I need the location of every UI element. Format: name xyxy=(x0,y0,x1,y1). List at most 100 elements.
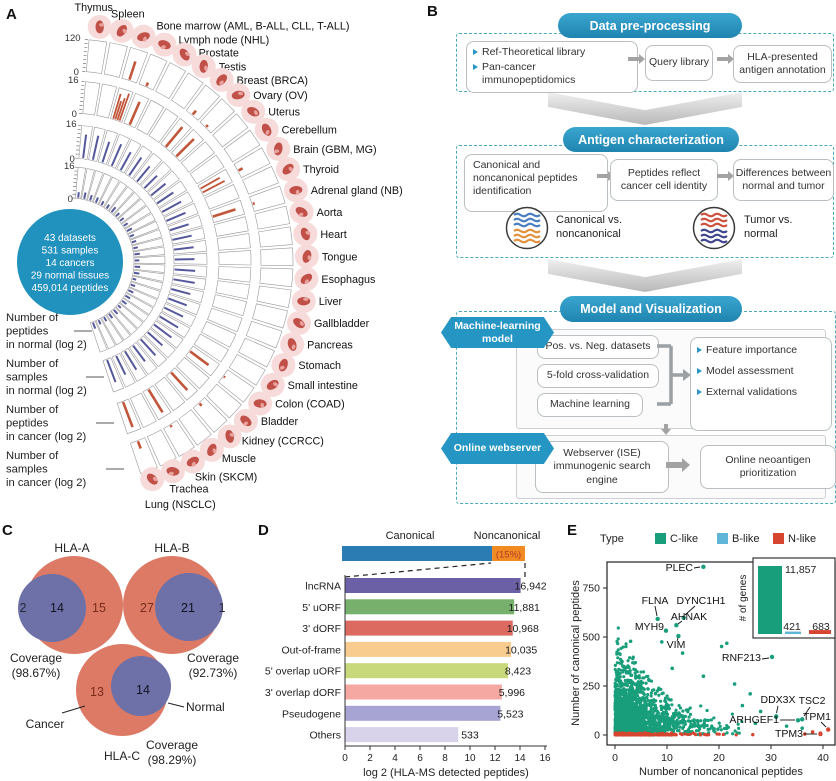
cancer-legend-label: Cancer xyxy=(26,717,65,731)
right-arrow-icon xyxy=(717,174,728,178)
tissue-icon-glyph xyxy=(116,24,127,37)
x-tick-label: 8 xyxy=(442,753,448,764)
data-point xyxy=(647,733,651,737)
ring-sector xyxy=(117,198,147,224)
ring-sector xyxy=(119,297,149,323)
data-point xyxy=(614,678,618,682)
tissue-label: Colon (COAD) xyxy=(275,399,345,411)
tissue-label: Thyroid xyxy=(303,164,339,176)
data-point xyxy=(632,661,636,665)
data-point xyxy=(655,721,659,725)
ring-sector xyxy=(98,176,120,208)
data-point xyxy=(641,727,645,732)
label-line: Canonical vs. xyxy=(556,214,623,226)
ring-sector xyxy=(131,237,164,252)
data-point xyxy=(653,691,657,696)
ring-sector xyxy=(155,62,186,100)
data-point xyxy=(688,732,693,736)
normal-tumor-diff-box: Differences between normal and tumor xyxy=(733,159,834,201)
tissue-icon xyxy=(280,332,305,357)
ring-sector xyxy=(110,307,138,336)
ring-sector xyxy=(148,108,179,143)
data-point xyxy=(671,729,675,733)
data-point xyxy=(628,713,633,717)
data-point xyxy=(725,731,729,735)
tissue-bar xyxy=(91,135,100,160)
data-point xyxy=(613,713,618,717)
ring-sector xyxy=(228,353,266,386)
data-point xyxy=(649,694,653,698)
ring-sector xyxy=(207,307,243,333)
label-line: normal xyxy=(744,228,778,241)
data-point xyxy=(638,686,642,690)
venn-count: 14 xyxy=(50,601,64,615)
tissue-label: Adrenal gland (NB) xyxy=(311,185,403,197)
data-point xyxy=(642,704,646,708)
panel-e-label: E xyxy=(567,522,578,539)
x-tick-label: 6 xyxy=(417,753,423,764)
tissue-icon-glyph xyxy=(288,166,294,172)
data-point xyxy=(664,733,668,737)
tissue-bar xyxy=(173,278,195,284)
value-label: 5,996 xyxy=(499,687,525,699)
tissue-icon-glyph xyxy=(295,206,308,217)
data-point xyxy=(671,732,675,736)
tissue-icon xyxy=(241,99,266,124)
pos-neg-datasets-box: Pos. vs. Neg. datasets xyxy=(537,335,659,359)
tissue-icon xyxy=(260,372,285,397)
data-point xyxy=(694,729,699,733)
ring-sector xyxy=(154,376,186,412)
data-point xyxy=(653,728,657,732)
tissue-bar xyxy=(169,424,173,428)
section-pill-data-preprocessing: Data pre-processing xyxy=(558,13,742,38)
data-point xyxy=(654,714,659,718)
peptides-identification-box: Canonical and noncanonical peptides iden… xyxy=(464,154,608,212)
category-bar xyxy=(345,727,459,743)
inset-bar xyxy=(809,630,831,634)
data-point xyxy=(615,688,620,692)
data-point xyxy=(699,719,703,723)
data-point xyxy=(617,691,621,695)
data-point xyxy=(681,721,685,725)
data-point xyxy=(649,716,654,721)
y-tick-label: 0 xyxy=(594,730,600,742)
data-point xyxy=(665,694,669,698)
labeled-gene-point xyxy=(681,615,686,620)
data-point xyxy=(712,716,716,720)
tissue-bar xyxy=(112,93,122,119)
normal-circle xyxy=(155,573,223,641)
data-point xyxy=(646,698,650,702)
ring-sector xyxy=(218,250,252,266)
data-point xyxy=(635,726,640,731)
data-point xyxy=(625,722,630,726)
data-point xyxy=(627,681,631,685)
tissue-bar xyxy=(115,355,127,376)
x-tick-label: 2 xyxy=(367,753,373,764)
data-point xyxy=(613,695,617,699)
noncanonical-pct-label: (15%) xyxy=(496,550,521,561)
data-point xyxy=(664,699,668,704)
dataset-summary-line: 14 cancers xyxy=(46,258,95,269)
data-point xyxy=(616,637,620,641)
data-point xyxy=(648,703,652,708)
data-point xyxy=(630,718,634,722)
tissue-bar xyxy=(136,440,142,449)
library-sources-box: Ref-Theoretical library Pan-cancer immun… xyxy=(466,41,638,93)
venn-count: 13 xyxy=(90,685,104,699)
data-point xyxy=(634,696,638,701)
tissue-icon-glyph xyxy=(212,448,217,454)
ring-axis-label: samples xyxy=(6,464,48,476)
venn-title: HLA-A xyxy=(54,541,89,555)
tissue-bar xyxy=(94,197,99,203)
gene-label: TSC2 xyxy=(799,695,826,707)
tissue-label: Kidney (CCRCC) xyxy=(242,435,324,447)
tissue-icon xyxy=(254,117,279,142)
tissue-bar xyxy=(128,101,141,126)
ring-sector xyxy=(92,173,112,205)
tissue-icon xyxy=(291,289,316,314)
tissue-icon xyxy=(271,353,296,378)
data-point xyxy=(706,727,710,732)
ring-sector xyxy=(212,113,249,148)
pre-bullet-1: Ref-Theoretical library xyxy=(482,46,586,58)
